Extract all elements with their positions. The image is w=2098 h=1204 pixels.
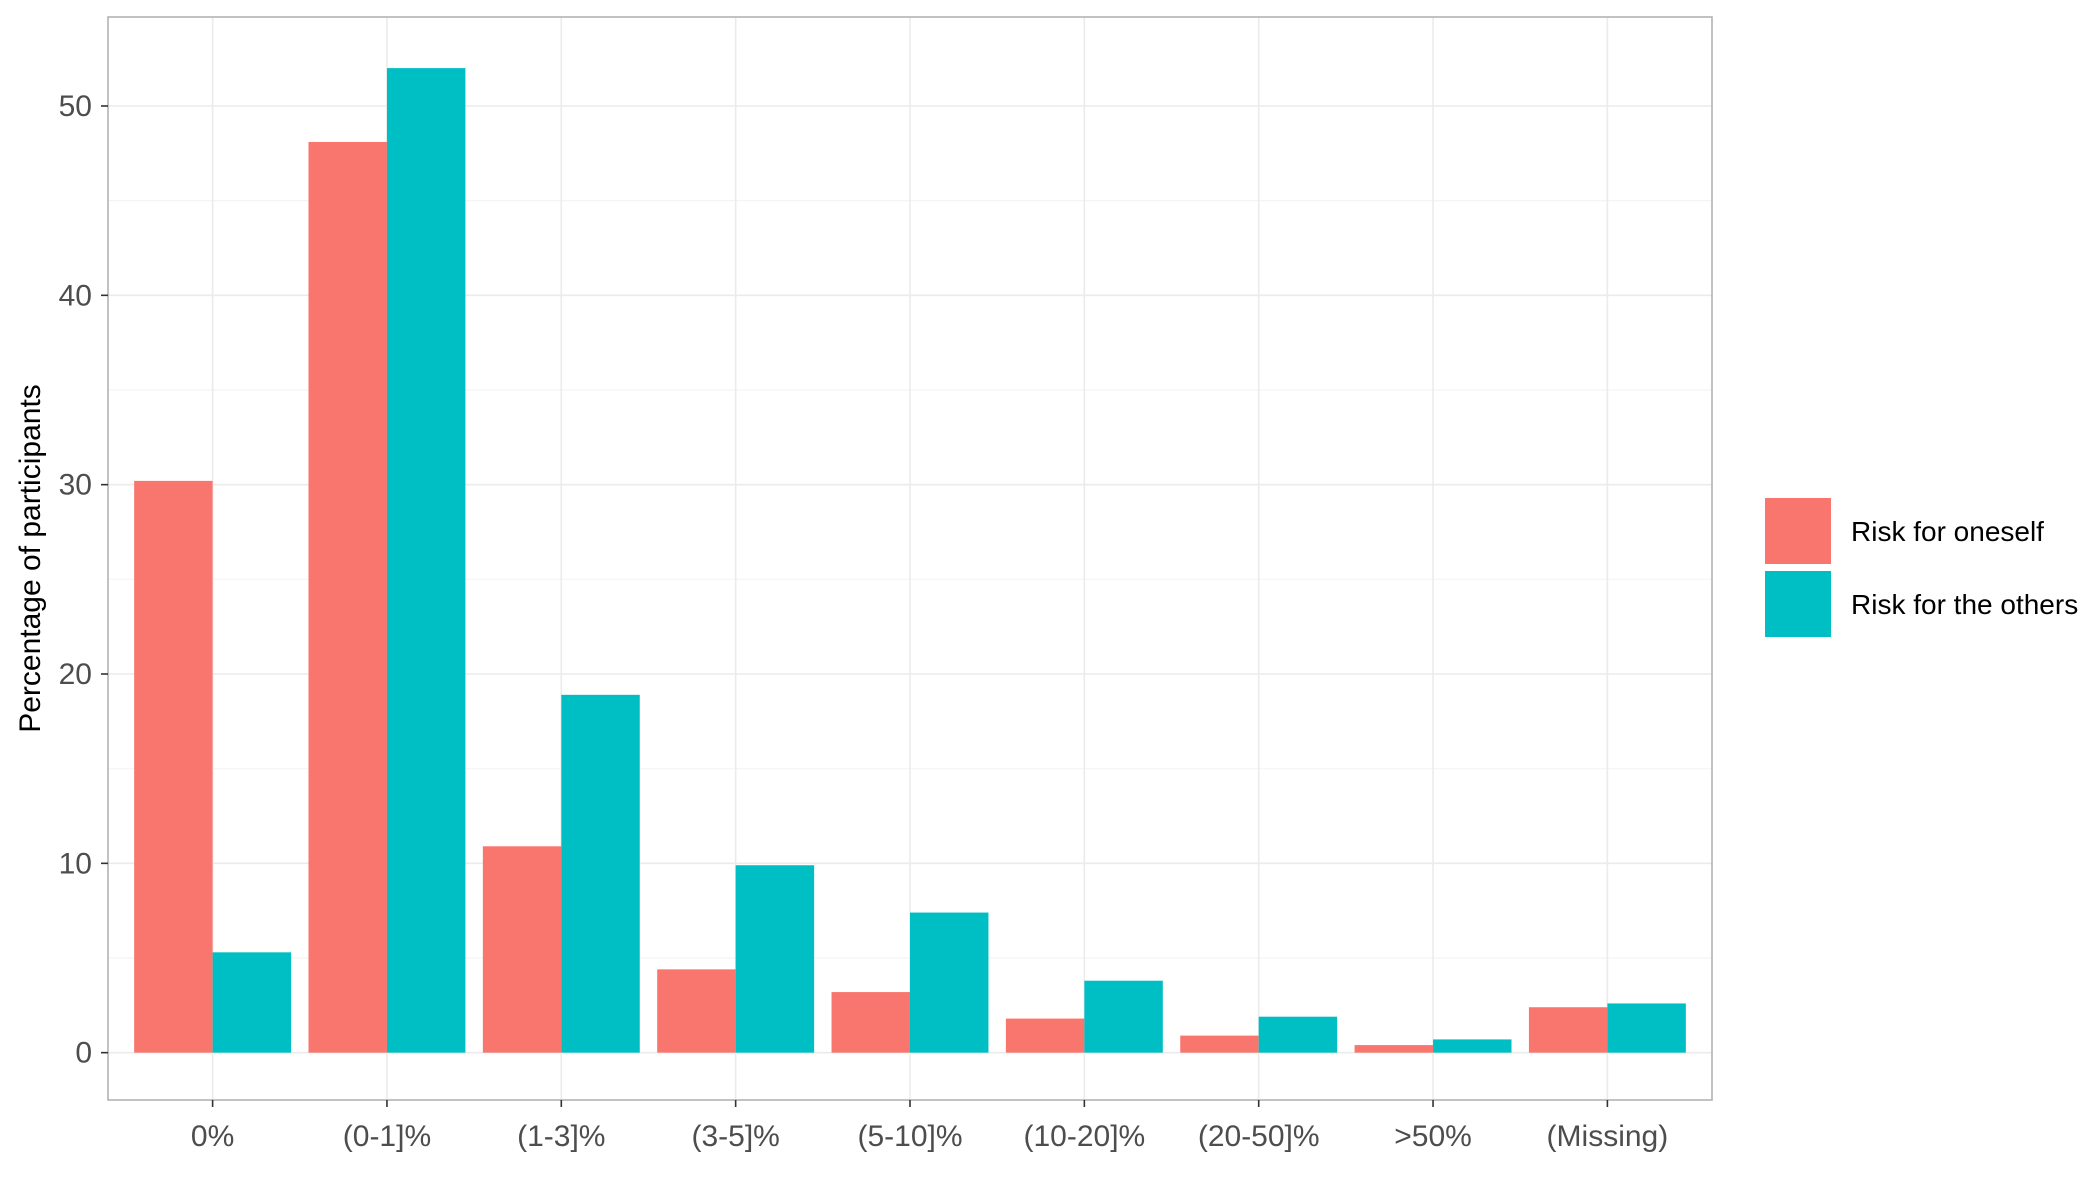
bar-oneself-0 xyxy=(134,480,213,1053)
bar-others-2 xyxy=(561,694,640,1053)
bar-others-5 xyxy=(1084,980,1163,1053)
x-tick-label: (5-10]% xyxy=(857,1120,962,1153)
bar-oneself-3 xyxy=(657,969,736,1053)
y-tick-label: 30 xyxy=(59,469,92,502)
bar-others-1 xyxy=(386,68,466,1053)
y-tick-label: 40 xyxy=(59,279,92,312)
bar-others-8 xyxy=(1607,1003,1686,1053)
bar-others-0 xyxy=(212,952,292,1053)
bar-oneself-6 xyxy=(1180,1035,1259,1053)
bars xyxy=(134,68,1686,1053)
y-tick-label: 10 xyxy=(59,847,92,880)
x-tick-label: (20-50]% xyxy=(1198,1120,1320,1153)
y-tick-label: 50 xyxy=(59,90,92,123)
x-axis-ticks: 0% (0-1]% (1-3]% (3-5]% (5-10]% (10-20]% (20-5… xyxy=(191,1100,1668,1153)
bar-others-7 xyxy=(1433,1039,1512,1053)
x-tick-label: >50% xyxy=(1394,1120,1472,1153)
legend-label-others: Risk for the others xyxy=(1851,589,2078,620)
bar-oneself-5 xyxy=(1005,1018,1085,1053)
y-axis-title: Percentage of participants xyxy=(14,384,47,733)
legend-label-oneself: Risk for oneself xyxy=(1851,516,2044,547)
bar-oneself-7 xyxy=(1354,1045,1434,1053)
legend-key-oneself xyxy=(1765,498,1831,564)
x-tick-label: (10-20]% xyxy=(1023,1120,1145,1153)
y-tick-label: 0 xyxy=(75,1037,92,1070)
x-tick-label: (Missing) xyxy=(1547,1120,1669,1153)
x-tick-label: (3-5]% xyxy=(691,1120,779,1153)
bar-oneself-8 xyxy=(1528,1007,1608,1053)
bar-oneself-4 xyxy=(831,992,910,1053)
bar-others-6 xyxy=(1258,1016,1338,1053)
bar-others-3 xyxy=(735,865,815,1053)
y-tick-label: 20 xyxy=(59,658,92,691)
bar-oneself-1 xyxy=(308,141,387,1053)
bar-others-4 xyxy=(910,912,989,1053)
x-tick-label: 0% xyxy=(191,1120,234,1153)
x-tick-label: (0-1]% xyxy=(343,1120,431,1153)
legend: Risk for oneself Risk for the others xyxy=(1765,498,2078,637)
y-axis-ticks: 0 10 20 30 40 50 xyxy=(59,90,108,1070)
bar-oneself-2 xyxy=(482,846,562,1053)
x-tick-label: (1-3]% xyxy=(517,1120,605,1153)
legend-key-others xyxy=(1765,571,1831,637)
